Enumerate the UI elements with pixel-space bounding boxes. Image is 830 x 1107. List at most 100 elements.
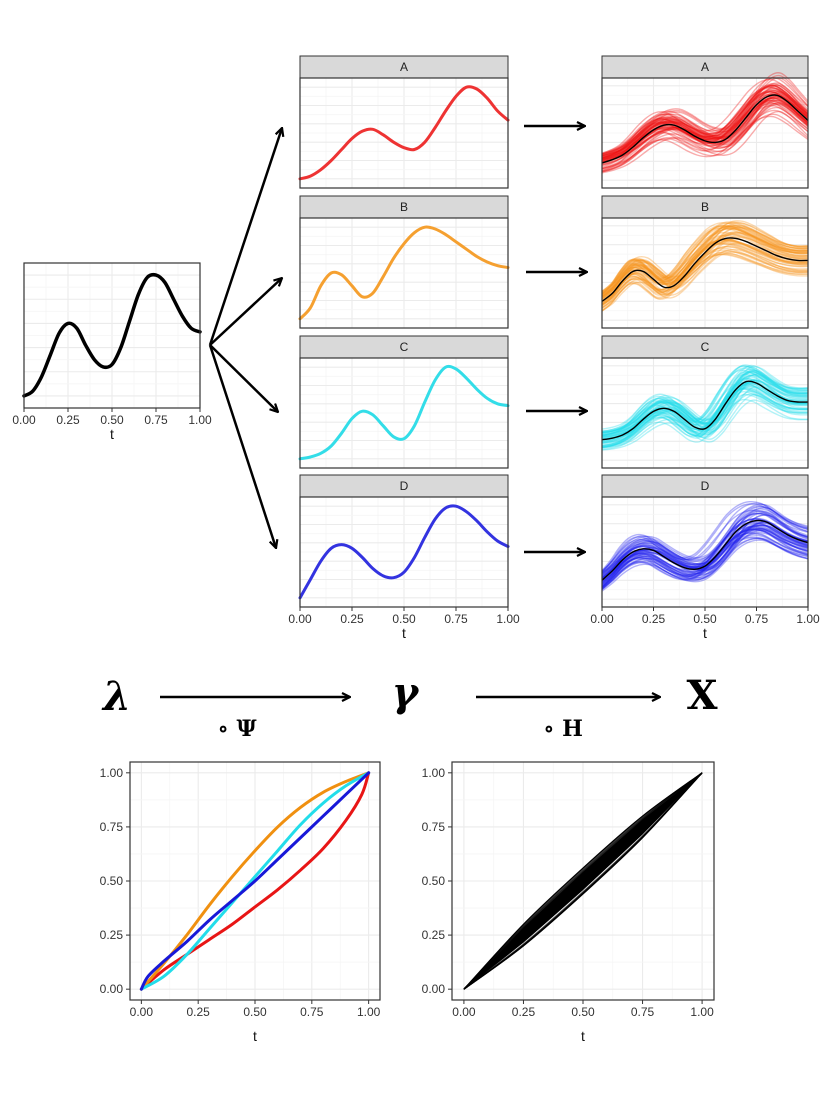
sample-warping-curve	[463, 772, 703, 990]
sample-curve	[601, 253, 809, 312]
sample-warping-curve	[463, 772, 703, 990]
sample-curve	[601, 227, 809, 299]
panel-border	[299, 77, 509, 189]
sample-warping-curve	[463, 772, 703, 990]
gamma-symbol: γ	[392, 669, 420, 716]
sample-curve	[601, 387, 809, 443]
sample-curve	[601, 375, 809, 433]
sample-curve	[601, 226, 809, 298]
chart-warping-samples: 0.00 0.25 0.50 0.75 1.00 t 0.00 0.25 0.50 0.75 1.0…	[422, 761, 715, 1044]
sample-curve	[601, 503, 809, 572]
sample-curve	[601, 525, 809, 589]
sample-curve	[601, 97, 809, 170]
sample-curve	[601, 231, 809, 296]
sample-curve	[601, 371, 809, 434]
x-tick-label: 0.50	[100, 413, 124, 427]
sample-curve	[601, 89, 809, 158]
sample-curve	[601, 246, 809, 309]
sample-curve	[601, 387, 809, 447]
sample-curve	[601, 240, 809, 305]
panel-border	[299, 357, 509, 469]
sample-curve	[601, 225, 809, 293]
sample-curve	[601, 374, 809, 434]
facet-strip-label: A	[400, 60, 408, 74]
gridlines	[299, 497, 509, 607]
sample-curve	[601, 536, 809, 590]
x-tick-label: 0.75	[144, 413, 168, 427]
sample-curve	[601, 528, 809, 589]
sample-curve	[601, 528, 809, 587]
sample-curve	[601, 91, 809, 165]
x-axis-label: t	[253, 1028, 257, 1044]
series-line-B	[139, 771, 371, 991]
sample-curve	[601, 250, 809, 306]
sample-curve	[601, 505, 809, 575]
data-layer	[139, 771, 371, 991]
data-layer	[298, 364, 510, 461]
sample-curve	[601, 224, 809, 295]
series-line-base	[22, 272, 202, 398]
x-tick-label: 0.50	[243, 1005, 267, 1019]
sample-curve	[601, 374, 809, 443]
sample-curve	[601, 382, 809, 449]
sample-curve	[601, 84, 809, 160]
x-tick-label: 1.00	[357, 1005, 381, 1019]
sample-warping-curve	[463, 772, 703, 990]
x-tick-label: 0.25	[56, 413, 80, 427]
sample-curve	[601, 510, 809, 576]
sample-curve	[601, 238, 809, 307]
sample-curve	[601, 85, 809, 164]
sample-curve	[601, 251, 809, 312]
sample-curve	[601, 226, 809, 297]
mean-curve	[601, 380, 809, 441]
x-tick-label: 1.00	[796, 612, 820, 626]
sample-curve	[601, 398, 809, 451]
compose-psi-label: ∘ Ψ	[217, 716, 256, 742]
envelope-upper	[463, 772, 703, 990]
sample-curve	[601, 534, 809, 585]
panel-border	[601, 357, 809, 469]
sample-curve	[601, 521, 809, 588]
panel-border	[299, 217, 509, 329]
sample-curve	[601, 537, 809, 590]
sample-curve	[601, 373, 809, 436]
sample-curve	[601, 82, 809, 156]
sample-curve	[601, 222, 809, 295]
sample-curve	[601, 221, 809, 297]
sample-curve	[601, 104, 809, 169]
sample-curve	[601, 527, 809, 583]
sample-warping-curve	[463, 772, 703, 990]
y-tick-label: 0.25	[100, 928, 124, 942]
sample-curve	[601, 369, 809, 437]
facet-strip-label: C	[400, 340, 409, 354]
sample-curve	[601, 99, 809, 163]
sample-curve	[601, 235, 809, 303]
sample-curve	[601, 225, 809, 293]
sample-curve	[601, 503, 809, 574]
sample-curve	[601, 89, 809, 157]
facet-strip-label: D	[701, 479, 710, 493]
data-layer	[601, 364, 809, 451]
sample-curve	[601, 241, 809, 306]
sample-curve	[601, 84, 809, 154]
arrow-to-A	[208, 128, 282, 346]
sample-curve	[601, 72, 809, 155]
y-tick-label: 1.00	[100, 766, 124, 780]
data-layer	[22, 272, 202, 398]
x-tick-label: 0.25	[340, 612, 364, 626]
sample-curve	[601, 90, 809, 157]
sample-curve	[601, 102, 809, 163]
sample-curve	[601, 365, 809, 433]
sample-curve	[601, 83, 809, 155]
facet-strip-label: D	[400, 479, 409, 493]
sample-curve	[601, 517, 809, 580]
sample-curve	[601, 106, 809, 170]
sample-curve	[601, 222, 809, 297]
sample-curve	[601, 394, 809, 449]
sample-curve	[601, 224, 809, 293]
sample-curve	[601, 529, 809, 590]
flow-arrows	[160, 126, 660, 697]
sample-curve	[601, 227, 809, 300]
sample-curve	[601, 99, 809, 166]
x-tick-label: 0.25	[642, 612, 666, 626]
